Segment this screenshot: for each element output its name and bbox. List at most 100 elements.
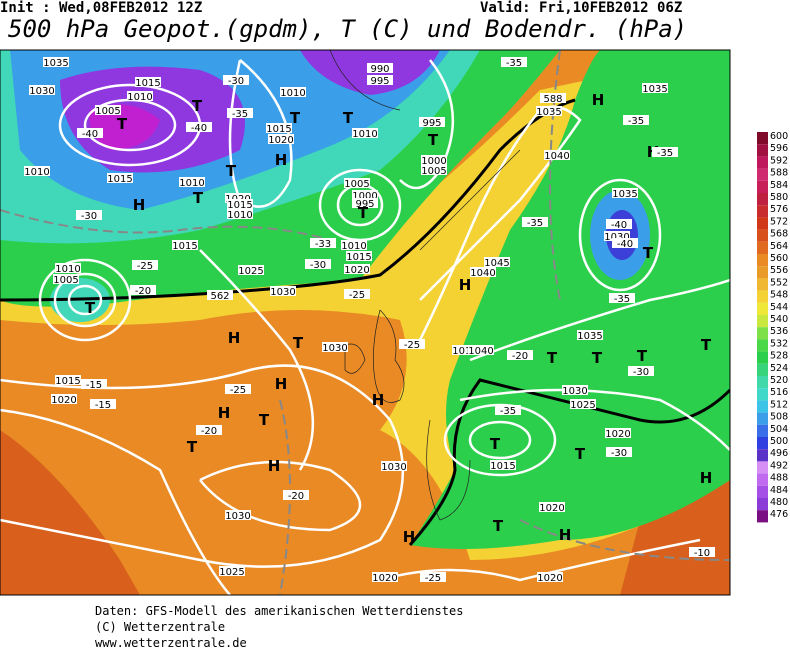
- label-box: [322, 342, 348, 352]
- map-label: 1010: [55, 264, 80, 275]
- label-box: [270, 286, 296, 296]
- map-label: 1015: [107, 174, 132, 185]
- scale-swatch: [757, 193, 768, 206]
- map-label: -30: [611, 448, 627, 459]
- map-label: 1030: [270, 287, 295, 298]
- label-box: [501, 57, 527, 67]
- scale-label: 580: [770, 192, 788, 203]
- map-label: -35: [506, 58, 522, 69]
- footer-line: www.wetterzentrale.de: [95, 636, 247, 650]
- map-label: 1040: [544, 151, 569, 162]
- map-label: 1010: [352, 129, 377, 140]
- map-label: 1035: [642, 84, 667, 95]
- label-box: [55, 263, 81, 273]
- label-box: [419, 117, 445, 127]
- scale-label: 576: [770, 204, 788, 215]
- label-box: [225, 384, 251, 394]
- contour-552-s: [408, 378, 730, 546]
- label-box: [127, 91, 153, 101]
- label-box: [372, 572, 398, 582]
- map-label: -35: [657, 148, 673, 159]
- label-box: [266, 123, 292, 133]
- scale-label: 564: [770, 241, 788, 252]
- label-box: [341, 240, 367, 250]
- map-label: 1010: [127, 92, 152, 103]
- map-label: 1010: [179, 178, 204, 189]
- label-box: [352, 190, 378, 200]
- label-box: [186, 122, 212, 132]
- label-box: [537, 572, 563, 582]
- scale-swatch: [757, 473, 768, 486]
- map-label: 1015: [55, 376, 80, 387]
- scale-swatch: [757, 290, 768, 303]
- label-box: [642, 83, 668, 93]
- map-label: 1035: [612, 189, 637, 200]
- label-box: [219, 566, 245, 576]
- label-box: [280, 87, 306, 97]
- label-box: [470, 267, 496, 277]
- pressure-center: T: [85, 299, 96, 317]
- scale-label: 544: [770, 302, 788, 313]
- scale-swatch: [757, 363, 768, 376]
- scale-label: 592: [770, 155, 788, 166]
- label-box: [570, 399, 596, 409]
- pressure-center: H: [559, 526, 572, 544]
- pressure-center: H: [218, 404, 231, 422]
- pressure-center: T: [193, 189, 204, 207]
- map-label: 1005: [344, 179, 369, 190]
- scale-swatch: [757, 485, 768, 498]
- scale-label: 556: [770, 265, 788, 276]
- label-box: [562, 385, 588, 395]
- map-label: -25: [137, 261, 153, 272]
- label-box: [495, 405, 521, 415]
- map-label: -15: [86, 380, 102, 391]
- map-label: -30: [633, 367, 649, 378]
- label-box: [227, 199, 253, 209]
- map-label: 1020: [372, 573, 397, 584]
- scale-swatch: [757, 315, 768, 328]
- init-time: Init : Wed,08FEB2012 12Z: [0, 0, 203, 16]
- map-label: 1030: [381, 462, 406, 473]
- map-label: 995: [355, 199, 374, 210]
- label-box: [609, 293, 635, 303]
- label-box: [268, 134, 294, 144]
- map-label: 1025: [238, 266, 263, 277]
- pressure-center: T: [575, 445, 586, 463]
- scale-label: 476: [770, 509, 788, 520]
- pressure-center: T: [192, 97, 203, 115]
- pressure-center: T: [259, 411, 270, 429]
- scale-label: 488: [770, 473, 788, 484]
- scale-swatch: [757, 388, 768, 401]
- dark-orange: [0, 430, 140, 595]
- map-label: 1025: [219, 567, 244, 578]
- label-box: [399, 339, 425, 349]
- isotherms: [0, 50, 730, 595]
- map-label: 995: [370, 76, 389, 87]
- scale-label: 524: [770, 363, 788, 374]
- map-label: -15: [95, 400, 111, 411]
- map-label: -25: [230, 385, 246, 396]
- label-box: [507, 350, 533, 360]
- map-label: -35: [232, 109, 248, 120]
- map-label: -40: [82, 129, 98, 140]
- label-box: [90, 399, 116, 409]
- label-box: [484, 257, 510, 267]
- map-label: 1015: [172, 241, 197, 252]
- map-label: 1020: [344, 265, 369, 276]
- field: [0, 50, 730, 595]
- scale-swatch: [757, 156, 768, 169]
- label-box: [344, 178, 370, 188]
- map-label: 1015: [346, 252, 371, 263]
- label-box: [628, 366, 654, 376]
- map-label: 1020: [605, 429, 630, 440]
- scale-label: 560: [770, 253, 788, 264]
- scale-swatch: [757, 437, 768, 450]
- scale-label: 588: [770, 168, 788, 179]
- scale-swatch: [757, 254, 768, 267]
- pressure-center: H: [592, 91, 605, 109]
- scale-label: 480: [770, 497, 788, 508]
- label-box: [367, 63, 393, 73]
